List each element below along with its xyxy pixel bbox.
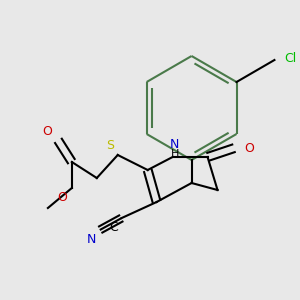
- Text: H: H: [170, 149, 179, 159]
- Text: O: O: [42, 125, 52, 138]
- Text: C: C: [109, 221, 118, 234]
- Text: Cl: Cl: [284, 52, 297, 64]
- Text: N: N: [170, 137, 179, 151]
- Text: S: S: [106, 139, 114, 152]
- Text: N: N: [86, 233, 96, 246]
- Text: O: O: [57, 191, 67, 204]
- Text: O: O: [244, 142, 254, 154]
